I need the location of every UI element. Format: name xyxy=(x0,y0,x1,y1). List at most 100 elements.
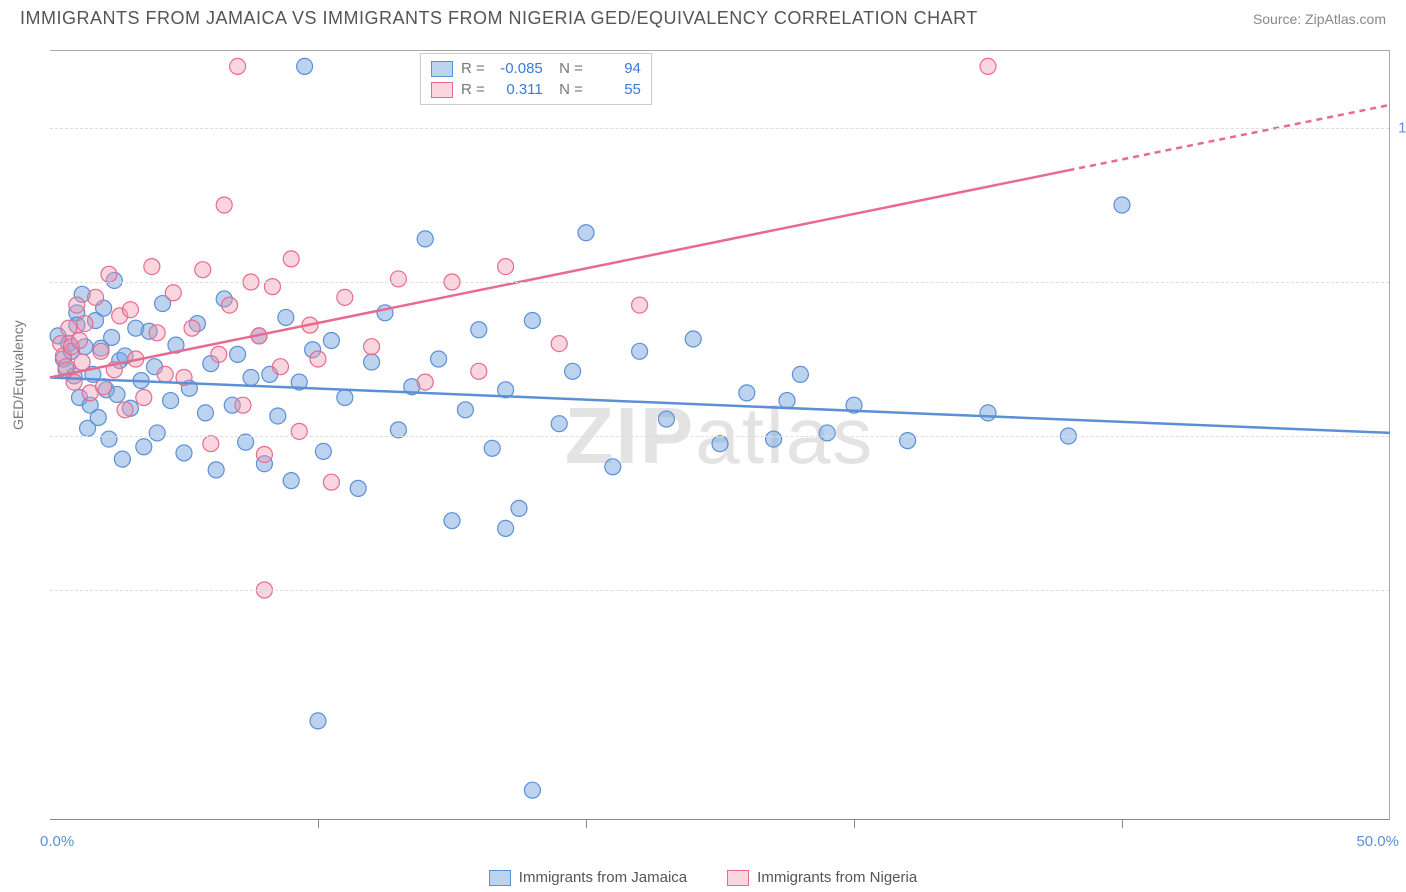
data-point xyxy=(90,410,106,426)
x-tick-max: 50.0% xyxy=(1356,833,1399,850)
swatch-blue-icon xyxy=(489,870,511,886)
data-point xyxy=(310,351,326,367)
data-point xyxy=(605,459,621,475)
data-point xyxy=(66,374,82,390)
data-point xyxy=(149,425,165,441)
data-point xyxy=(208,462,224,478)
data-point xyxy=(216,197,232,213)
data-point xyxy=(315,443,331,459)
x-tick-mark xyxy=(586,820,587,828)
data-point xyxy=(632,297,648,313)
data-point xyxy=(980,58,996,74)
data-point xyxy=(712,436,728,452)
legend-label-nigeria: Immigrants from Nigeria xyxy=(757,869,917,886)
data-point xyxy=(278,309,294,325)
data-point xyxy=(471,363,487,379)
data-point xyxy=(632,343,648,359)
source-label: Source: xyxy=(1253,11,1301,27)
gridline xyxy=(50,128,1389,129)
data-point xyxy=(195,262,211,278)
data-point xyxy=(211,346,227,362)
y-tick-label: 100.0% xyxy=(1398,120,1406,137)
data-point xyxy=(323,333,339,349)
data-point xyxy=(551,336,567,352)
chart-title: IMMIGRANTS FROM JAMAICA VS IMMIGRANTS FR… xyxy=(20,8,978,29)
data-point xyxy=(117,402,133,418)
source-link[interactable]: ZipAtlas.com xyxy=(1305,11,1386,27)
data-point xyxy=(980,405,996,421)
data-point xyxy=(71,333,87,349)
data-point xyxy=(101,266,117,282)
data-point xyxy=(1114,197,1130,213)
data-point xyxy=(484,440,500,456)
data-point xyxy=(498,520,514,536)
data-point xyxy=(739,385,755,401)
data-point xyxy=(417,231,433,247)
data-point xyxy=(350,480,366,496)
data-point xyxy=(122,302,138,318)
data-point xyxy=(417,374,433,390)
data-point xyxy=(779,393,795,409)
data-point xyxy=(658,411,674,427)
data-point xyxy=(235,397,251,413)
data-point xyxy=(323,474,339,490)
data-point xyxy=(792,366,808,382)
data-point xyxy=(766,431,782,447)
trend-line-extrapolated xyxy=(1068,105,1390,170)
gridline xyxy=(50,436,1389,437)
data-point xyxy=(283,473,299,489)
data-point xyxy=(498,259,514,275)
data-point xyxy=(184,320,200,336)
source: Source: ZipAtlas.com xyxy=(1253,11,1386,27)
y-axis-label: GED/Equivalency xyxy=(10,320,26,430)
legend-label-jamaica: Immigrants from Jamaica xyxy=(519,869,687,886)
x-tick-mark xyxy=(318,820,319,828)
data-point xyxy=(551,416,567,432)
data-point xyxy=(511,500,527,516)
data-point xyxy=(337,390,353,406)
data-point xyxy=(243,369,259,385)
data-point xyxy=(77,316,93,332)
data-point xyxy=(104,329,120,345)
data-point xyxy=(230,346,246,362)
data-point xyxy=(471,322,487,338)
header: IMMIGRANTS FROM JAMAICA VS IMMIGRANTS FR… xyxy=(0,0,1406,29)
data-point xyxy=(197,405,213,421)
data-point xyxy=(283,251,299,267)
x-tick-mark xyxy=(1122,820,1123,828)
swatch-pink-icon xyxy=(727,870,749,886)
data-point xyxy=(272,359,288,375)
data-point xyxy=(222,297,238,313)
data-point xyxy=(337,289,353,305)
data-point xyxy=(203,436,219,452)
data-point xyxy=(144,259,160,275)
data-point xyxy=(444,513,460,529)
legend-item-jamaica: Immigrants from Jamaica xyxy=(489,869,687,886)
data-point xyxy=(578,225,594,241)
data-point xyxy=(431,351,447,367)
x-tick-mark xyxy=(854,820,855,828)
data-point xyxy=(364,339,380,355)
data-point xyxy=(256,446,272,462)
data-point xyxy=(93,343,109,359)
data-point xyxy=(136,439,152,455)
data-point xyxy=(457,402,473,418)
x-tick-min: 0.0% xyxy=(40,833,74,850)
data-point xyxy=(565,363,581,379)
data-point xyxy=(69,297,85,313)
data-point xyxy=(136,390,152,406)
data-point xyxy=(149,325,165,341)
legend-item-nigeria: Immigrants from Nigeria xyxy=(727,869,917,886)
chart-area: ZIPatlas R = -0.085 N = 94 R = 0.311 N =… xyxy=(50,50,1390,820)
data-point xyxy=(364,354,380,370)
gridline xyxy=(50,282,1389,283)
data-point xyxy=(819,425,835,441)
data-point xyxy=(176,445,192,461)
data-point xyxy=(524,782,540,798)
data-point xyxy=(157,366,173,382)
data-point xyxy=(163,393,179,409)
x-axis xyxy=(50,819,1389,820)
data-point xyxy=(114,451,130,467)
data-point xyxy=(230,58,246,74)
data-point xyxy=(310,713,326,729)
